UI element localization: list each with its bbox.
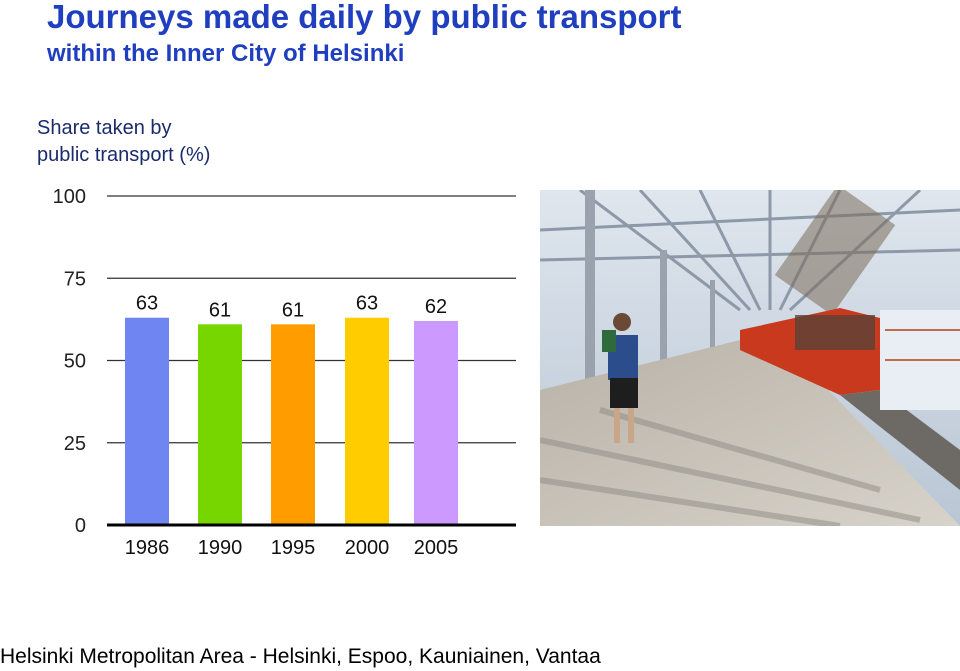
page-title: Journeys made daily by public transport: [47, 0, 682, 35]
data-label-1986: 63: [136, 293, 158, 315]
y-tick-label-100: 100: [53, 186, 86, 208]
bar-chart: 0 25 50 75 100 63 1986 61 1990 61 1995 63 2000 62 2005: [53, 186, 516, 559]
bar-2000: [345, 317, 389, 525]
data-label-2000: 63: [356, 293, 378, 315]
y-axis-label-line-1: Share taken by: [37, 117, 172, 139]
x-tick-label-2005: 2005: [414, 537, 459, 559]
footer-caption: Helsinki Metropolitan Area - Helsinki, E…: [0, 645, 601, 668]
metro-station-photo: [540, 190, 960, 526]
y-axis-label: Share taken by public transport (%): [37, 115, 210, 169]
x-tick-label-1990: 1990: [198, 537, 243, 559]
y-tick-label-25: 25: [64, 433, 86, 455]
data-label-2005: 62: [425, 296, 447, 318]
y-tick-label-75: 75: [64, 268, 86, 290]
page-subtitle: within the Inner City of Helsinki: [47, 40, 405, 67]
y-tick-label-0: 0: [75, 515, 86, 537]
x-tick-label-2000: 2000: [345, 537, 390, 559]
data-label-1995: 61: [282, 299, 304, 321]
x-tick-label-1995: 1995: [271, 537, 316, 559]
y-tick-label-50: 50: [64, 351, 86, 373]
data-label-1990: 61: [209, 299, 231, 321]
bar-1995: [271, 324, 315, 525]
x-tick-label-1986: 1986: [125, 537, 170, 559]
bar-1990: [198, 324, 242, 525]
bar-1986: [125, 317, 169, 525]
metro-platform-image: [540, 190, 960, 526]
y-axis-label-line-2: public transport (%): [37, 144, 211, 166]
bar-2005: [414, 321, 458, 525]
